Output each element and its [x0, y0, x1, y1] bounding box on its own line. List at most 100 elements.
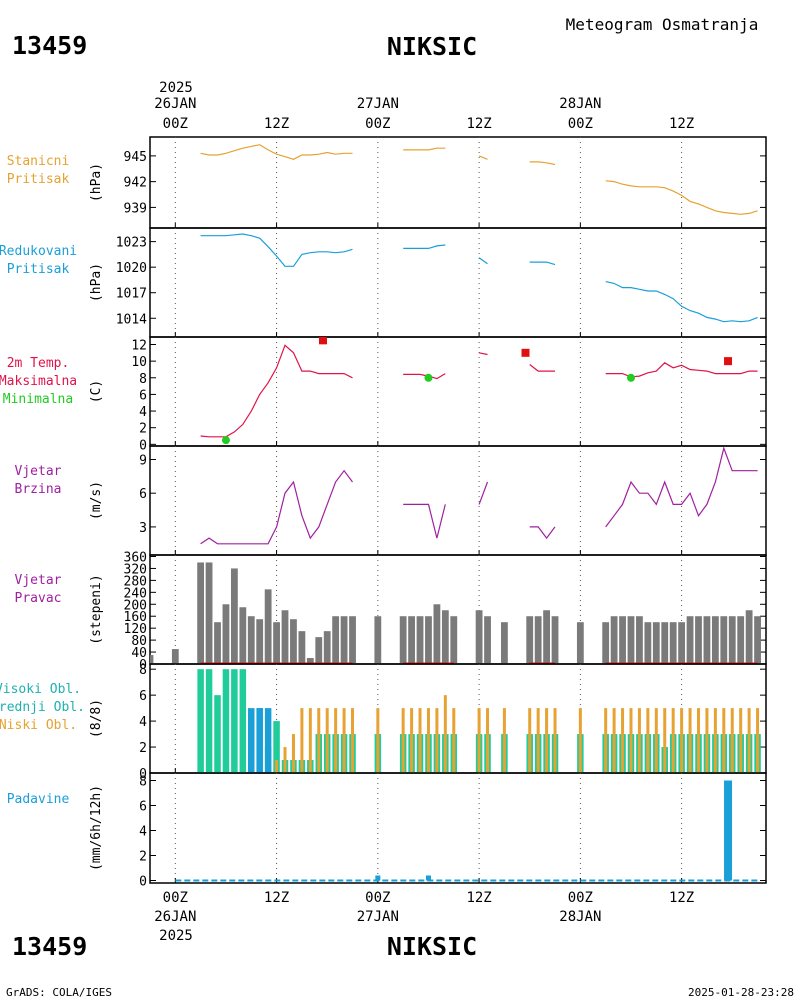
panel-station-pressure: 939 942 945 (hPa) Stanicni Pritisak [7, 136, 767, 229]
panel-label: Pritisak [7, 172, 70, 187]
top-hour-label: 00Z [568, 116, 593, 132]
y-tick-label: 8 [139, 775, 147, 790]
wind-direction-bar [754, 616, 761, 664]
cloud-bar-1 [256, 708, 263, 773]
y-tick-label: 0 [139, 658, 147, 673]
wind-direction-bar [602, 622, 610, 664]
cloud-bar-2 [418, 708, 422, 773]
series-line [605, 281, 758, 323]
wind-direction-bar [678, 622, 686, 664]
y-tick-label: 320 [124, 562, 147, 577]
cloud-bar-2 [528, 708, 532, 773]
wind-direction-bar [534, 616, 542, 664]
bottom-hour-label: 00Z [365, 890, 390, 906]
cloud-bar-2 [275, 760, 279, 773]
panel-label: Pravac [15, 591, 62, 606]
wind-direction-bar [399, 616, 407, 664]
wind-direction-bar [239, 607, 247, 664]
y-tick-label: 2 [139, 850, 147, 865]
cloud-bar-2 [621, 708, 625, 773]
wind-direction-bar [551, 616, 559, 664]
precip-bar [375, 875, 381, 881]
y-tick-label: 0 [139, 767, 147, 782]
series-line [478, 352, 488, 356]
bottom-date-label: 27JAN [357, 909, 399, 925]
series-line [200, 344, 353, 438]
cloud-bar-1 [248, 708, 255, 773]
series-line [529, 364, 555, 372]
cloud-bar-2 [646, 708, 650, 773]
min-temp-marker [424, 373, 433, 382]
wind-direction-bar [745, 610, 753, 664]
cloud-bar-2 [486, 708, 490, 773]
min-temp-marker [221, 436, 230, 445]
max-temp-marker [724, 357, 733, 366]
plot-area [200, 144, 758, 215]
panel-label: Vjetar [15, 464, 62, 479]
bottom-hour-label: 00Z [163, 890, 188, 906]
panel-label: Srednji Obl. [0, 700, 85, 715]
wind-direction-bar [543, 610, 551, 664]
unit-label: (8/8) [89, 699, 104, 738]
wind-direction-bar [501, 622, 508, 664]
y-tick-label: 1017 [116, 287, 147, 302]
bottom-time-axis: 00Z 12Z 00Z 12Z 00Z 12Z 26JAN 27JAN 28JAN [154, 890, 694, 925]
y-tick-label: 10 [131, 355, 147, 370]
min-temp-marker [626, 373, 635, 382]
y-tick-label: 2 [139, 422, 147, 437]
bottom-hour-label: 12Z [264, 890, 289, 906]
top-hour-label: 00Z [365, 116, 390, 132]
y-tick-label: 40 [131, 646, 147, 661]
y-tick-label: 120 [124, 622, 147, 637]
wind-direction-bar [205, 562, 213, 664]
wind-direction-bar [441, 610, 449, 664]
wind-direction-bar [737, 616, 745, 664]
y-tick-label: 4 [139, 715, 147, 730]
y-tick-label: 945 [124, 150, 147, 165]
unit-label: (m/s) [89, 481, 104, 520]
wind-direction-bar [475, 610, 483, 664]
cloud-bar-2 [426, 708, 430, 773]
cloud-bar-2 [401, 708, 405, 773]
bottom-hour-label: 00Z [568, 890, 593, 906]
series-line [403, 373, 446, 380]
panels: 939942945(hPa)StanicniPritisak1014101710… [0, 136, 767, 890]
wind-direction-bar [150, 655, 154, 664]
max-temp-marker [521, 348, 530, 357]
series-line [403, 147, 446, 151]
footer-timestamp: 2025-01-28-23:28 [688, 986, 794, 999]
cloud-bar-2 [435, 708, 439, 773]
y-tick-label: 0 [139, 438, 147, 453]
panel-label: Pritisak [7, 262, 70, 277]
top-date-label: 26JAN [154, 96, 196, 112]
y-tick-label: 942 [124, 176, 147, 191]
bottom-date-label: 26JAN [154, 909, 196, 925]
series-line [605, 446, 758, 528]
y-tick-label: 3 [139, 521, 147, 536]
cloud-bar-0 [222, 669, 230, 773]
y-tick-label: 8 [139, 372, 147, 387]
wind-direction-bar [197, 562, 205, 664]
precip-bar [425, 875, 431, 881]
panel-temperature: 02 4 68 10 12 (C) 2m Temp. Maksimalna Minimalna [0, 336, 767, 453]
plot-area [200, 233, 758, 323]
wind-direction-bar [247, 616, 255, 664]
cloud-bar-2 [722, 708, 726, 773]
panel-wind-speed: 3 6 9 (m/s) Vjetar Brzina [15, 445, 767, 556]
cloud-bar-2 [637, 708, 641, 773]
cloud-bar-2 [342, 708, 346, 773]
wind-direction-bar [720, 616, 728, 664]
wind-direction-bar [576, 622, 584, 664]
top-hour-label: 00Z [163, 116, 188, 132]
wind-direction-bar [281, 610, 289, 664]
panel-label: Stanicni [7, 154, 70, 169]
series-line [403, 244, 446, 249]
cloud-bar-2 [545, 708, 549, 773]
panel-cloud-cover: 0 2 4 6 8 (8/8) Visoki Obl. Srednji Obl. Niski O… [0, 663, 767, 782]
y-tick-label: 1014 [116, 312, 147, 327]
wind-direction-bar [222, 604, 230, 664]
panel-label: Minimalna [3, 392, 73, 407]
cloud-bar-2 [671, 708, 675, 773]
wind-direction-bar [636, 616, 643, 664]
series-line [478, 155, 488, 160]
